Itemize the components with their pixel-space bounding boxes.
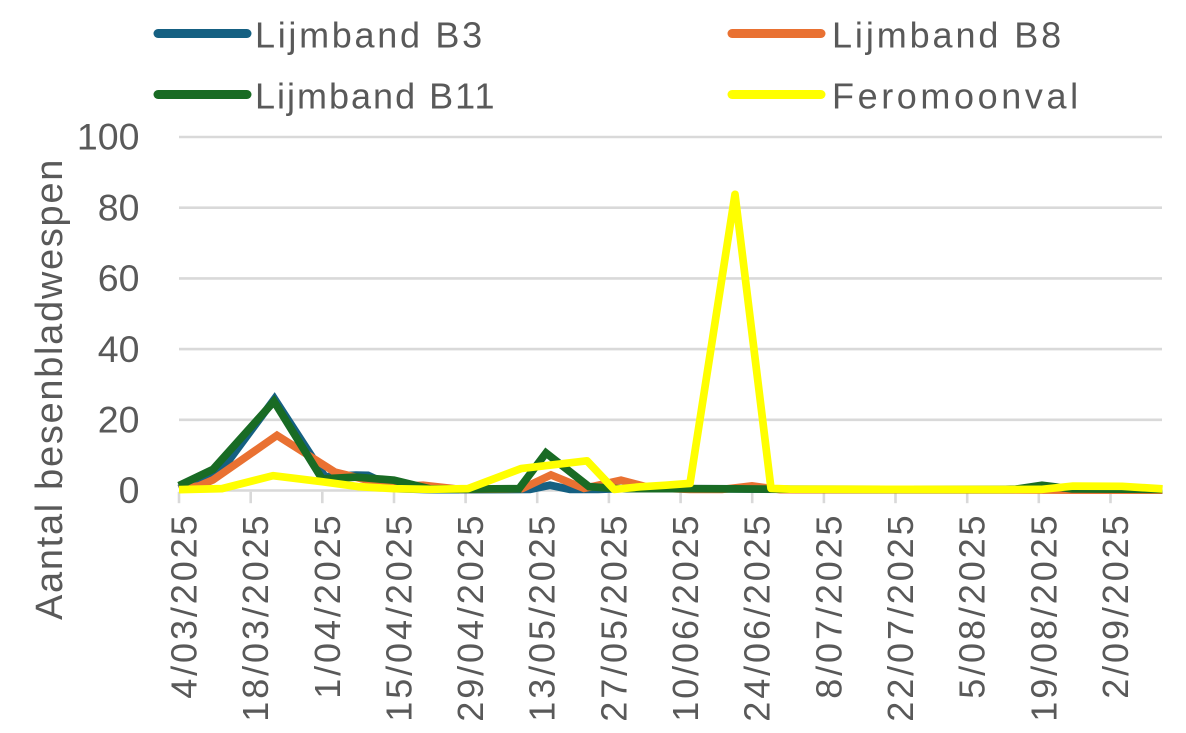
svg-text:Lijmband B3: Lijmband B3 (255, 15, 485, 56)
svg-text:100: 100 (77, 116, 140, 158)
svg-text:Lijmband B11: Lijmband B11 (255, 76, 496, 117)
svg-text:18/03/2025: 18/03/2025 (235, 513, 276, 722)
svg-text:22/07/2025: 22/07/2025 (880, 513, 921, 722)
svg-text:24/06/2025: 24/06/2025 (737, 513, 778, 722)
svg-text:13/05/2025: 13/05/2025 (522, 513, 563, 722)
svg-text:80: 80 (98, 186, 140, 228)
svg-text:Feromoonval: Feromoonval (832, 76, 1082, 117)
svg-text:19/08/2025: 19/08/2025 (1023, 513, 1064, 722)
svg-text:27/05/2025: 27/05/2025 (593, 513, 634, 722)
svg-text:60: 60 (98, 257, 140, 299)
svg-text:1/04/2025: 1/04/2025 (307, 513, 348, 699)
svg-text:2/09/2025: 2/09/2025 (1095, 513, 1136, 699)
svg-text:5/08/2025: 5/08/2025 (952, 512, 993, 698)
svg-text:0: 0 (119, 469, 140, 511)
svg-text:15/04/2025: 15/04/2025 (379, 513, 420, 722)
svg-text:40: 40 (98, 328, 140, 370)
svg-text:Aantal besenbladwespen: Aantal besenbladwespen (29, 158, 71, 620)
svg-text:4/03/2025: 4/03/2025 (164, 513, 205, 699)
svg-text:20: 20 (98, 399, 140, 441)
svg-text:10/06/2025: 10/06/2025 (665, 513, 706, 722)
svg-text:8/07/2025: 8/07/2025 (808, 513, 849, 699)
svg-text:29/04/2025: 29/04/2025 (450, 513, 491, 722)
svg-text:Lijmband B8: Lijmband B8 (832, 15, 1064, 56)
